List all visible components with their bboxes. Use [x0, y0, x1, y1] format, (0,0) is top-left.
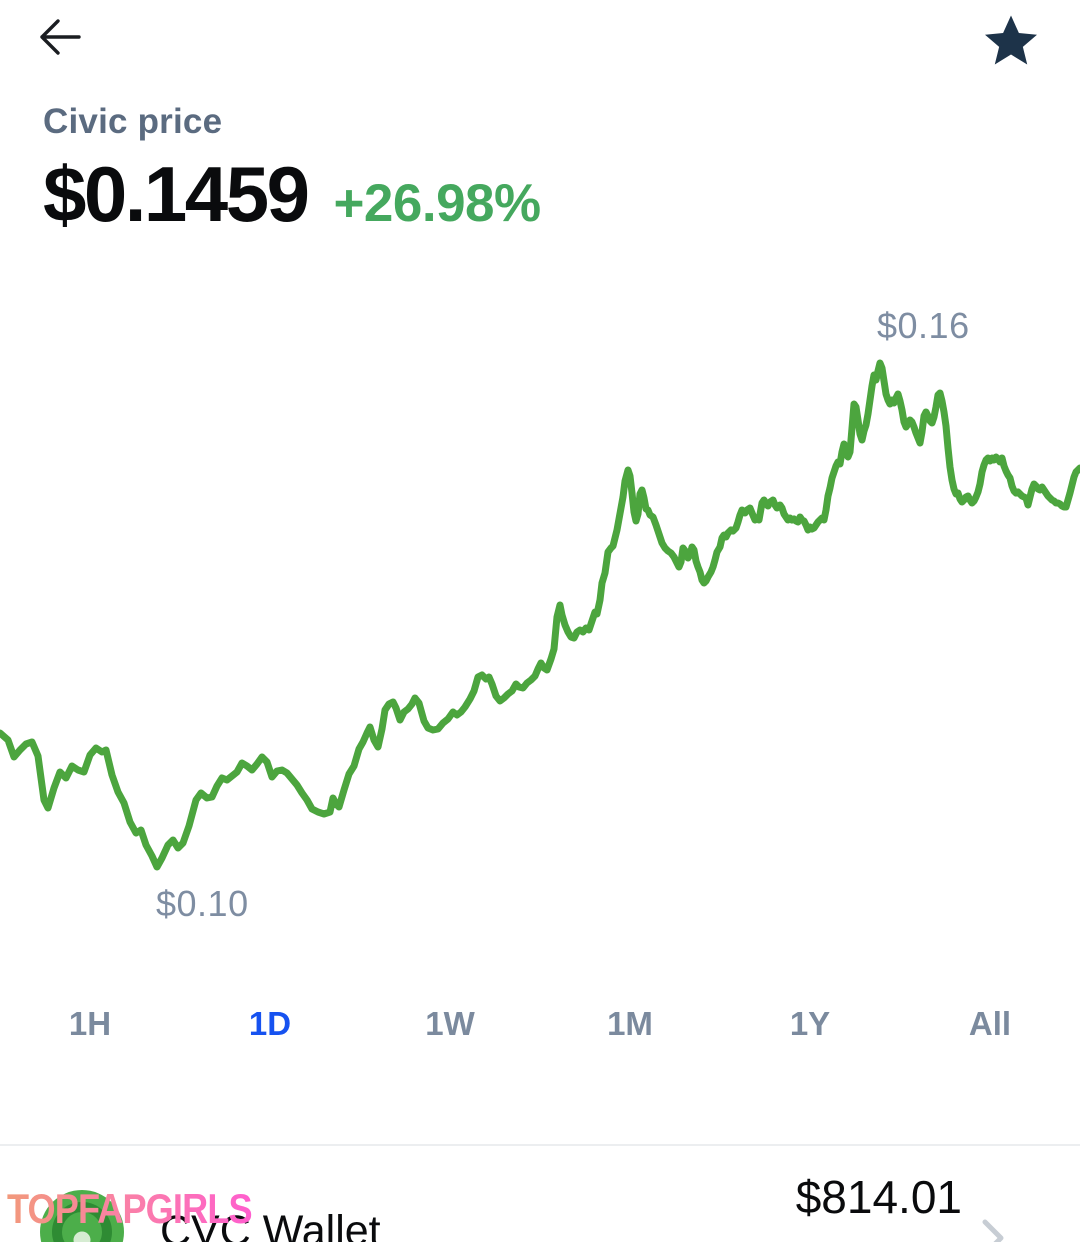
- tab-1w[interactable]: 1W: [360, 996, 540, 1052]
- timeframe-tabs: 1H 1D 1W 1M 1Y All: [0, 996, 1080, 1052]
- chart-low-label: $0.10: [156, 883, 249, 924]
- chevron-right-icon: [982, 1219, 1004, 1242]
- wallet-balance: $814.01: [795, 1171, 962, 1223]
- price-change-badge: +26.98%: [333, 174, 541, 233]
- tab-1h[interactable]: 1H: [0, 996, 180, 1052]
- back-button[interactable]: [30, 8, 90, 66]
- tab-1m[interactable]: 1M: [540, 996, 720, 1052]
- cvc-coin-icon: [40, 1190, 124, 1242]
- price-label: Civic price: [43, 102, 223, 141]
- divider: [0, 1144, 1080, 1146]
- chart-high-label: $0.16: [877, 305, 970, 346]
- watermark: TOPFAPGIRLS: [7, 1185, 253, 1232]
- favorite-button[interactable]: [980, 12, 1042, 68]
- star-icon: [985, 15, 1037, 65]
- back-arrow-icon: [40, 19, 81, 55]
- tab-all[interactable]: All: [900, 996, 1080, 1052]
- tab-1y[interactable]: 1Y: [720, 996, 900, 1052]
- price-value: $0.1459: [43, 150, 310, 238]
- wallet-row[interactable]: CVC Wallet $814.01: [0, 1146, 1080, 1242]
- price-head: Civic price $0.1459 +26.98%: [43, 104, 541, 233]
- tab-1d[interactable]: 1D: [180, 996, 360, 1052]
- price-chart[interactable]: [0, 340, 1080, 940]
- wallet-name: CVC Wallet: [160, 1207, 381, 1242]
